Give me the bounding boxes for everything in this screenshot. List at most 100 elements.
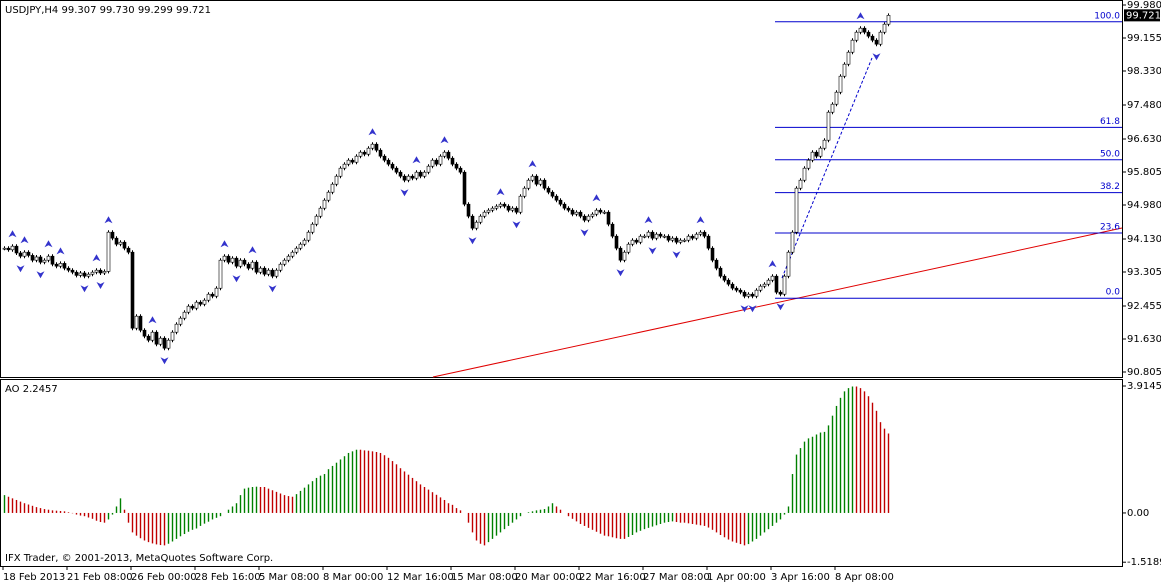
candle-body <box>642 235 647 238</box>
fractal-down <box>96 282 105 289</box>
candle-body <box>110 231 115 239</box>
candle-body <box>882 23 887 33</box>
candle-body <box>610 223 615 237</box>
trend-line <box>432 227 1123 378</box>
candle-body <box>754 289 759 297</box>
y-tick-label: 99.980 <box>1127 0 1161 11</box>
x-tick-label: 8 Mar 00:00 <box>323 572 383 583</box>
candle-body <box>386 159 391 165</box>
candle-body <box>514 207 519 213</box>
candle-body <box>778 291 783 295</box>
candle-body <box>354 155 359 163</box>
candle-body <box>14 245 19 254</box>
candle-body <box>686 235 691 241</box>
copyright: IFX Trader, © 2001-2013, MetaQuotes Soft… <box>5 553 273 564</box>
candle-body <box>846 51 851 65</box>
candle-body <box>206 293 211 301</box>
y-tick-label: 3.9145 <box>1127 381 1161 392</box>
candle-body <box>702 231 707 237</box>
candle-body <box>182 311 187 319</box>
y-tick-label: 98.330 <box>1127 66 1161 77</box>
candle-body <box>734 287 739 291</box>
candle-body <box>798 179 803 189</box>
y-tick-label: -1.5189 <box>1127 557 1161 568</box>
candle-body <box>602 211 607 214</box>
candle-body <box>42 259 47 263</box>
x-tick-label: 27 Mar 08:00 <box>643 572 710 583</box>
candle-body <box>2 247 7 250</box>
candle-body <box>138 315 143 331</box>
candle-body <box>450 157 455 165</box>
fractal-up <box>148 316 157 324</box>
candle-body <box>214 287 219 297</box>
candle-body <box>126 247 131 253</box>
fractal-down <box>748 305 757 313</box>
candle-body <box>822 139 827 149</box>
candle-body <box>838 75 843 93</box>
fib-label: 38.2 <box>1100 182 1120 192</box>
candle-body <box>82 272 87 277</box>
candle-body <box>230 257 235 263</box>
candle-body <box>826 111 831 141</box>
candle-body <box>298 243 303 249</box>
candle-body <box>338 167 343 177</box>
y-tick-label: 97.480 <box>1127 100 1161 111</box>
candle-body <box>530 175 535 181</box>
x-tick-label: 15 Mar 08:00 <box>451 572 518 583</box>
candle-body <box>758 285 763 291</box>
fractal-down <box>80 285 89 293</box>
candle-body <box>274 269 279 277</box>
candle-body <box>502 203 507 207</box>
candle-body <box>766 279 771 285</box>
candle-body <box>46 255 51 261</box>
x-tick-label: 5 Mar 08:00 <box>259 572 319 583</box>
candle-body <box>22 251 27 257</box>
candle-body <box>378 149 383 157</box>
candle-body <box>330 183 335 193</box>
fractal-down <box>36 271 45 279</box>
candle-body <box>190 305 195 309</box>
fractal-up <box>220 240 229 248</box>
fractal-up <box>528 160 537 168</box>
candle-body <box>118 241 123 245</box>
candle-body <box>150 331 155 341</box>
fractal-down <box>872 53 881 61</box>
candle-body <box>666 235 671 241</box>
candle-body <box>266 269 271 275</box>
candle-body <box>286 255 291 261</box>
candle-body <box>506 205 511 211</box>
x-tick-label: 8 Apr 08:00 <box>835 572 894 583</box>
candle-body <box>270 269 275 277</box>
candle-body <box>6 247 11 251</box>
x-tick-label: 18 Feb 2013 <box>3 572 65 583</box>
candle-body <box>154 331 159 345</box>
candle-body <box>786 251 791 277</box>
fractal-down <box>160 357 169 365</box>
last-price-label: 99.721 <box>1126 10 1161 21</box>
fractal-down <box>616 269 625 277</box>
last-price-tag <box>1124 9 1160 22</box>
candle-body <box>366 147 371 155</box>
fractal-down <box>776 303 785 311</box>
candle-body <box>770 275 775 281</box>
fib-label: 61.8 <box>1100 117 1120 127</box>
candle-body <box>590 213 595 217</box>
candle-body <box>582 215 587 221</box>
candle-body <box>534 175 539 185</box>
candle-body <box>834 91 839 105</box>
candle-body <box>486 209 491 213</box>
candle-body <box>722 275 727 281</box>
candle-body <box>842 63 847 77</box>
fractal-down <box>232 275 241 283</box>
candle-body <box>94 269 99 273</box>
candle-body <box>370 143 375 149</box>
candle-body <box>306 231 311 241</box>
candle-body <box>282 259 287 265</box>
candle-body <box>326 191 331 201</box>
y-tick-label: 95.805 <box>1127 167 1161 178</box>
candle-body <box>618 247 623 261</box>
candle-body <box>62 263 67 269</box>
candle-body <box>830 103 835 113</box>
candle-body <box>30 255 35 261</box>
candle-body <box>174 323 179 333</box>
